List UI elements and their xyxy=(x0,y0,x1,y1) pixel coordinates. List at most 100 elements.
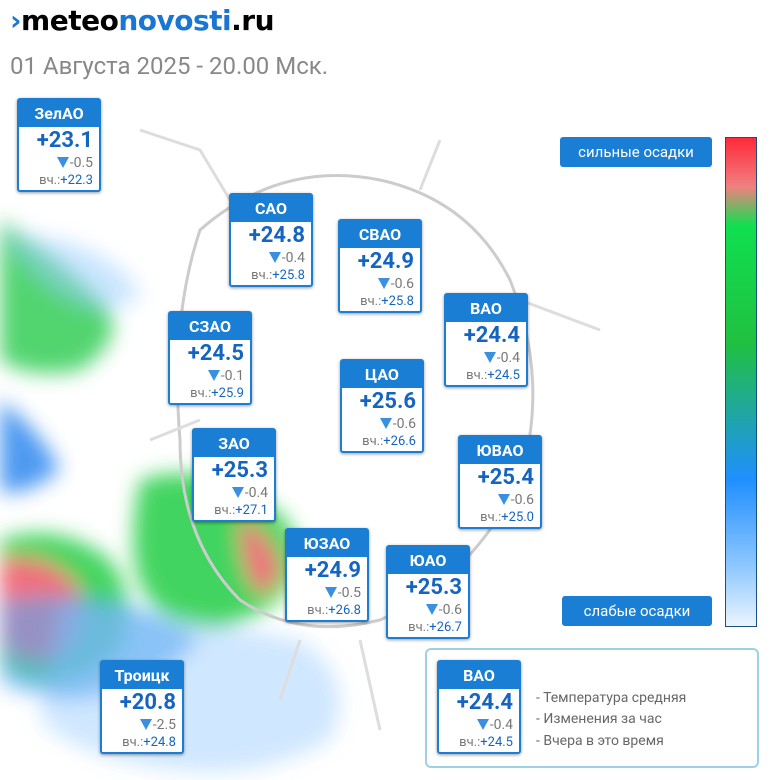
district-name: СЗАО xyxy=(170,313,250,340)
yesterday-label: вч.: xyxy=(362,434,384,449)
legend-item: - Изменения за час xyxy=(536,711,662,727)
temperature: +25.6 xyxy=(359,389,416,414)
change: -0.6 xyxy=(390,276,414,292)
change: -0.5 xyxy=(69,155,93,171)
logo-text: meteo xyxy=(21,4,119,37)
district-name: ВАО xyxy=(446,295,526,322)
yesterday: +25.0 xyxy=(501,510,534,525)
down-arrow xyxy=(268,252,281,263)
yesterday: +24.5 xyxy=(480,735,513,750)
temperature: +25.3 xyxy=(405,575,462,600)
district-card: САО +24.8 -0.4 вч.:+25.8 xyxy=(229,193,313,287)
legend-item: - Температура средняя xyxy=(536,690,687,706)
district-name: САО xyxy=(231,195,311,222)
change: -0.6 xyxy=(438,602,462,618)
district-name: ЮЗАО xyxy=(287,530,367,557)
change-row: -0.4 xyxy=(439,717,519,734)
change-row: -0.6 xyxy=(342,416,422,433)
change-row: -0.6 xyxy=(460,492,540,509)
yesterday-row: вч.:+26.8 xyxy=(287,602,367,620)
change-row: -0.6 xyxy=(388,602,468,619)
change: -0.4 xyxy=(489,717,513,733)
temperature: +24.8 xyxy=(248,223,305,248)
yesterday-label: вч.: xyxy=(480,510,502,525)
yesterday-label: вч.: xyxy=(190,386,212,401)
yesterday-label: вч.: xyxy=(307,603,329,618)
change: -0.1 xyxy=(220,368,244,384)
district-card: ВАО +24.4 -0.4 вч.:+24.5 xyxy=(437,660,521,754)
change-row: -0.4 xyxy=(194,485,274,502)
yesterday-label: вч.: xyxy=(408,620,430,635)
district-card: СЗАО +24.5 -0.1 вч.:+25.9 xyxy=(168,311,252,405)
down-arrow xyxy=(377,278,390,289)
down-arrow xyxy=(379,418,392,429)
logo[interactable]: ›meteonovosti.ru xyxy=(10,4,275,37)
district-card: ВАО +24.4 -0.4 вч.:+24.5 xyxy=(444,293,528,387)
change-row: -0.6 xyxy=(340,276,420,293)
change-row: -0.4 xyxy=(446,350,526,367)
yesterday-row: вч.:+25.8 xyxy=(231,267,311,285)
district-card: Троицк +20.8 -2.5 вч.:+24.8 xyxy=(100,660,184,754)
change: -0.4 xyxy=(244,485,268,501)
yesterday-row: вч.:+22.3 xyxy=(19,172,99,190)
subtitle: 01 Августа 2025 - 20.00 Мск. xyxy=(10,52,329,80)
yesterday-label: вч.: xyxy=(214,503,236,518)
district-name: СВАО xyxy=(340,221,420,248)
temperature: +25.3 xyxy=(211,458,268,483)
temperature: +23.1 xyxy=(36,128,93,153)
yesterday: +26.7 xyxy=(429,620,462,635)
down-arrow xyxy=(476,719,489,730)
change: -0.5 xyxy=(337,585,361,601)
district-card: ЮАО +25.3 -0.6 вч.:+26.7 xyxy=(386,545,470,639)
temperature: +24.4 xyxy=(463,323,520,348)
yesterday-row: вч.:+26.6 xyxy=(342,433,422,451)
temperature: +24.4 xyxy=(456,690,513,715)
district-name: ЮВАО xyxy=(460,437,540,464)
yesterday-row: вч.:+24.8 xyxy=(102,734,182,752)
color-scale xyxy=(725,137,757,627)
district-name: ЗАО xyxy=(194,430,274,457)
district-name: ЮАО xyxy=(388,547,468,574)
yesterday: +26.8 xyxy=(328,603,361,618)
down-arrow xyxy=(324,587,337,598)
district-card: ЗелАО +23.1 -0.5 вч.:+22.3 xyxy=(17,98,101,192)
down-arrow xyxy=(56,157,69,168)
district-name: ЗелАО xyxy=(19,100,99,127)
change-row: -2.5 xyxy=(102,717,182,734)
down-arrow xyxy=(483,352,496,363)
change-row: -0.5 xyxy=(287,585,367,602)
yesterday: +24.8 xyxy=(143,735,176,750)
change: -0.4 xyxy=(281,250,305,266)
temperature: +24.9 xyxy=(357,249,414,274)
scale-label: слабые осадки xyxy=(562,596,712,626)
yesterday: +25.9 xyxy=(211,386,244,401)
down-arrow xyxy=(497,494,510,505)
district-card: ЮЗАО +24.9 -0.5 вч.:+26.8 xyxy=(285,528,369,622)
yesterday-label: вч.: xyxy=(466,368,488,383)
district-name: Троицк xyxy=(102,662,182,689)
yesterday: +24.5 xyxy=(487,368,520,383)
yesterday-row: вч.:+25.9 xyxy=(170,385,250,403)
change: -0.4 xyxy=(496,350,520,366)
yesterday-label: вч.: xyxy=(360,294,382,309)
change: -0.6 xyxy=(392,416,416,432)
down-arrow xyxy=(231,487,244,498)
yesterday-row: вч.:+25.8 xyxy=(340,293,420,311)
down-arrow xyxy=(425,604,438,615)
yesterday: +26.6 xyxy=(383,434,416,449)
down-arrow xyxy=(139,719,152,730)
yesterday: +25.8 xyxy=(272,268,305,283)
yesterday-label: вч.: xyxy=(251,268,273,283)
district-card: ЦАО +25.6 -0.6 вч.:+26.6 xyxy=(340,359,424,453)
yesterday: +25.8 xyxy=(381,294,414,309)
district-name: ВАО xyxy=(439,662,519,689)
change-row: -0.5 xyxy=(19,155,99,172)
yesterday-row: вч.:+24.5 xyxy=(446,367,526,385)
yesterday-label: вч.: xyxy=(39,173,61,188)
change-row: -0.1 xyxy=(170,368,250,385)
yesterday-row: вч.:+25.0 xyxy=(460,509,540,527)
yesterday-row: вч.:+27.1 xyxy=(194,502,274,520)
yesterday: +22.3 xyxy=(60,173,93,188)
temperature: +24.5 xyxy=(187,341,244,366)
district-card: ЗАО +25.3 -0.4 вч.:+27.1 xyxy=(192,428,276,522)
